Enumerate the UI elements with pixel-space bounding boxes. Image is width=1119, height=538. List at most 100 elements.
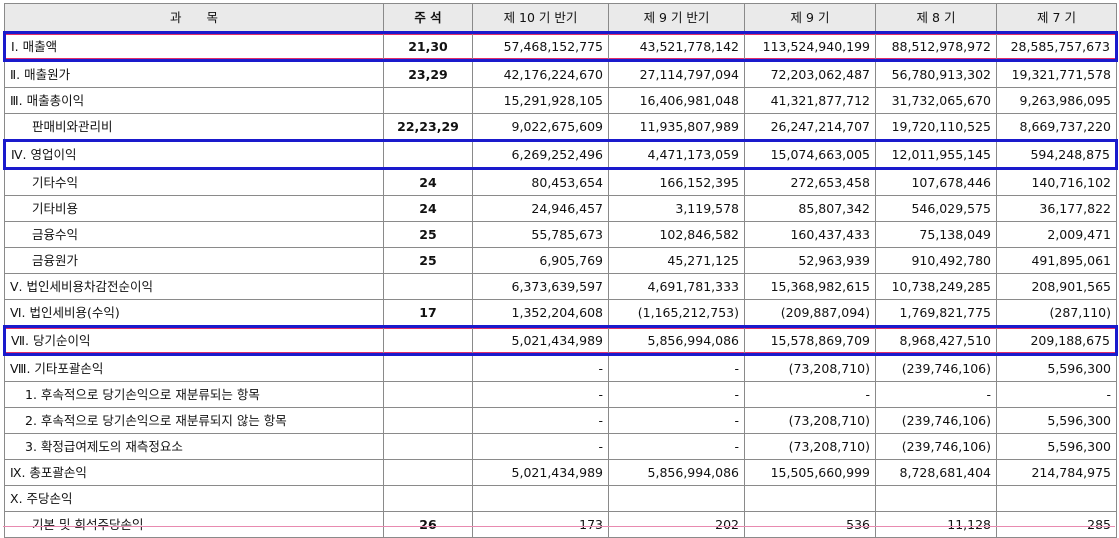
row-label: Ⅴ. 법인세비용차감전순이익	[4, 273, 384, 300]
row-note: 21,30	[383, 31, 473, 62]
row-value: 5,596,300	[996, 433, 1117, 460]
row-value: -	[472, 381, 609, 408]
table-row: Ⅴ. 법인세비용차감전순이익 6,373,639,597 4,691,781,333…	[4, 273, 1117, 300]
row-note: 17	[383, 299, 473, 327]
row-value: -	[608, 381, 745, 408]
row-label: 기타수익	[4, 168, 384, 196]
row-value: 1,352,204,608	[472, 299, 609, 327]
bottom-divider	[3, 526, 1115, 527]
row-value: 214,784,975	[996, 459, 1117, 486]
row-value: 12,011,955,145	[875, 139, 997, 170]
row-note: 26	[383, 511, 473, 538]
row-label: Ⅶ. 당기순이익	[3, 325, 384, 356]
row-value: 28,585,757,673	[996, 31, 1118, 62]
row-value: (73,208,710)	[744, 407, 876, 434]
row-value: 15,074,663,005	[744, 139, 876, 170]
row-value: 5,856,994,086	[608, 459, 745, 486]
row-value: 15,578,869,709	[744, 325, 876, 356]
row-note: 24	[383, 168, 473, 196]
row-value: 26,247,214,707	[744, 113, 876, 141]
row-value: 24,946,457	[472, 195, 609, 222]
table-row: 기본 및 희석주당손익 26 173 202 536 11,128 285	[4, 511, 1117, 538]
row-value: (1,165,212,753)	[608, 299, 745, 327]
row-value: -	[875, 381, 997, 408]
row-note	[383, 459, 473, 486]
row-value: 5,856,994,086	[608, 325, 745, 356]
table-row: Ⅱ. 매출원가 23,29 42,176,224,670 27,114,797,094…	[4, 60, 1117, 88]
row-value: 272,653,458	[744, 168, 876, 196]
table-row: Ⅳ. 영업이익 6,269,252,496 4,471,173,059 15,074,…	[3, 139, 1118, 170]
row-value: 19,720,110,525	[875, 113, 997, 141]
row-value: 113,524,940,199	[744, 31, 876, 62]
row-value: 107,678,446	[875, 168, 997, 196]
row-note: 25	[383, 247, 473, 274]
row-note: 22,23,29	[383, 113, 473, 141]
row-label: 기타비용	[4, 195, 384, 222]
row-note	[383, 381, 473, 408]
row-value: -	[472, 354, 609, 382]
row-value: -	[608, 354, 745, 382]
row-value: -	[744, 381, 876, 408]
row-value: 15,505,660,999	[744, 459, 876, 486]
row-value: 42,176,224,670	[472, 60, 609, 88]
row-value: 166,152,395	[608, 168, 745, 196]
row-value: 15,291,928,105	[472, 87, 609, 114]
row-value: 41,321,877,712	[744, 87, 876, 114]
row-value: -	[608, 407, 745, 434]
row-note: 23,29	[383, 60, 473, 88]
row-value: 4,471,173,059	[608, 139, 745, 170]
row-label: Ⅵ. 법인세비용(수익)	[4, 299, 384, 327]
table-row: 금융원가 25 6,905,769 45,271,125 52,963,939 910,4…	[4, 247, 1117, 274]
row-value: 140,716,102	[996, 168, 1117, 196]
header-period-7: 제 7 기	[996, 3, 1117, 33]
row-value: 52,963,939	[744, 247, 876, 274]
row-value: 5,021,434,989	[472, 325, 609, 356]
row-value	[472, 485, 609, 512]
row-value: 910,492,780	[875, 247, 997, 274]
row-value: 72,203,062,487	[744, 60, 876, 88]
row-value: 15,368,982,615	[744, 273, 876, 300]
row-value: 9,263,986,095	[996, 87, 1117, 114]
row-label: Ⅱ. 매출원가	[4, 60, 384, 88]
row-value: 57,468,152,775	[472, 31, 609, 62]
header-account: 과 목	[4, 3, 384, 33]
row-value: 9,022,675,609	[472, 113, 609, 141]
table-row: 기타수익 24 80,453,654 166,152,395 272,653,458 10…	[4, 168, 1117, 196]
table-row: Ⅰ. 매출액 21,30 57,468,152,775 43,521,778,142 1…	[3, 31, 1118, 62]
row-note	[383, 407, 473, 434]
table-row: Ⅶ. 당기순이익 5,021,434,989 5,856,994,086 15,578…	[3, 325, 1118, 356]
row-value: 8,968,427,510	[875, 325, 997, 356]
row-note	[383, 485, 473, 512]
row-value: 8,728,681,404	[875, 459, 997, 486]
row-value: 19,321,771,578	[996, 60, 1117, 88]
header-period-10-half: 제 10 기 반기	[472, 3, 609, 33]
row-value: 88,512,978,972	[875, 31, 997, 62]
row-value: (239,746,106)	[875, 354, 997, 382]
row-note	[383, 139, 473, 170]
row-note: 24	[383, 195, 473, 222]
row-value	[744, 485, 876, 512]
table-row: 판매비와관리비 22,23,29 9,022,675,609 11,935,807,9…	[4, 113, 1117, 141]
row-value: 202	[608, 511, 745, 538]
row-value: 56,780,913,302	[875, 60, 997, 88]
row-value: 536	[744, 511, 876, 538]
row-value: -	[472, 433, 609, 460]
row-note	[383, 433, 473, 460]
row-value: 43,521,778,142	[608, 31, 745, 62]
row-value: 11,935,807,989	[608, 113, 745, 141]
row-value: (209,887,094)	[744, 299, 876, 327]
row-value: -	[472, 407, 609, 434]
row-value: 55,785,673	[472, 221, 609, 248]
row-note	[383, 325, 473, 356]
row-value: 208,901,565	[996, 273, 1117, 300]
row-label: Ⅷ. 기타포괄손익	[4, 354, 384, 382]
header-period-8: 제 8 기	[875, 3, 997, 33]
row-value: 2,009,471	[996, 221, 1117, 248]
row-label: 금융원가	[4, 247, 384, 274]
table-row: Ⅷ. 기타포괄손익 - - (73,208,710) (239,746,106) 5,59…	[4, 354, 1117, 382]
row-value: 209,188,675	[996, 325, 1118, 356]
table-row: Ⅸ. 총포괄손익 5,021,434,989 5,856,994,086 15,505…	[4, 459, 1117, 486]
row-label: 기본 및 희석주당손익	[4, 511, 384, 538]
header-period-9-half: 제 9 기 반기	[608, 3, 745, 33]
row-value: 27,114,797,094	[608, 60, 745, 88]
